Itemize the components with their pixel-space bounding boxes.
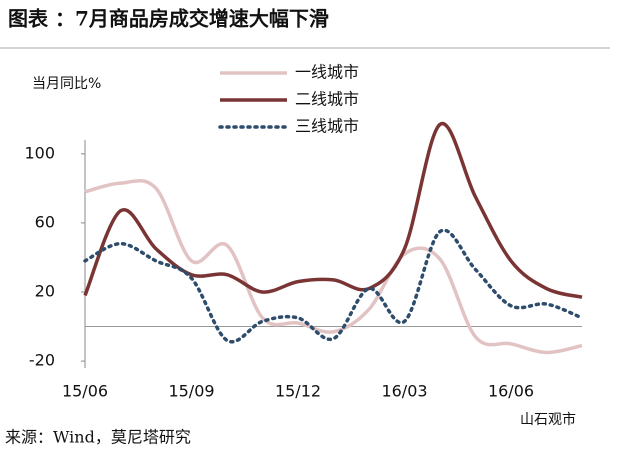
- y-tick-label: 20: [35, 282, 55, 301]
- x-tick-label: 16/06: [488, 382, 534, 401]
- x-tick-label: 15/06: [62, 382, 108, 401]
- series-line: [83, 228, 584, 344]
- x-tick-label: 15/09: [168, 382, 214, 401]
- y-axis-label: 当月同比%: [32, 76, 101, 92]
- y-tick-label: -20: [29, 351, 55, 370]
- legend-label: 一线城市: [295, 63, 359, 82]
- x-tick-label: 15/12: [275, 382, 321, 401]
- series-line: [84, 178, 583, 355]
- legend-label: 二线城市: [295, 90, 359, 109]
- x-tick-label: 16/03: [381, 382, 427, 401]
- y-tick-label: 60: [35, 212, 55, 231]
- legend-label: 三线城市: [295, 117, 359, 136]
- y-tick-label: 100: [24, 143, 55, 162]
- watermark: 山石观市: [520, 411, 576, 428]
- chart-title: 图表 ：7月商品房成交增速大幅下滑: [8, 7, 329, 31]
- source: 来源：Wind，莫尼塔研究: [5, 428, 191, 447]
- series-line: [83, 122, 583, 299]
